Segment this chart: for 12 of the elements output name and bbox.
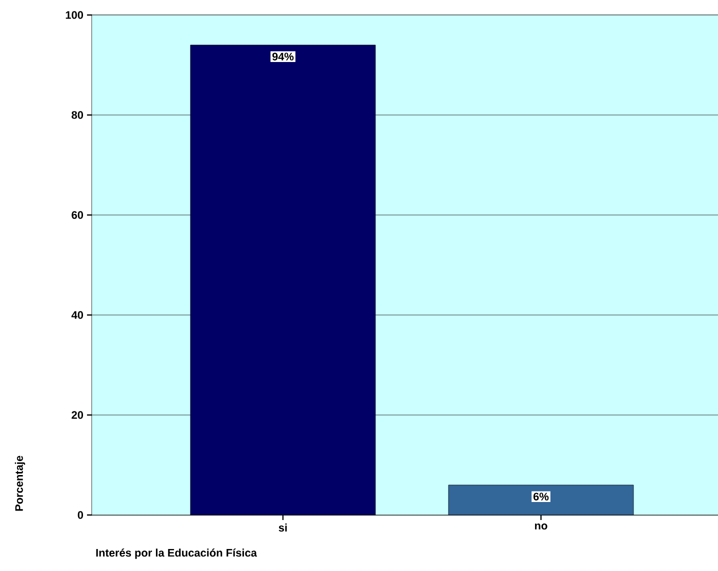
y-tick-label: 40 (71, 311, 84, 319)
x-tick-label: si (278, 524, 287, 532)
y-axis-title: Porcentaje (14, 456, 26, 511)
data-label: 94% (272, 52, 294, 60)
y-tick-label: 100 (66, 11, 84, 19)
x-axis-title: Interés por la Educación Física (96, 548, 257, 559)
y-tick-label: 80 (72, 111, 84, 119)
y-tick-label: 60 (72, 211, 84, 219)
y-tick-label: 20 (72, 411, 84, 419)
data-label: 6% (533, 492, 549, 500)
y-tick-label: 0 (78, 511, 84, 519)
x-tick-label: no (535, 524, 548, 530)
